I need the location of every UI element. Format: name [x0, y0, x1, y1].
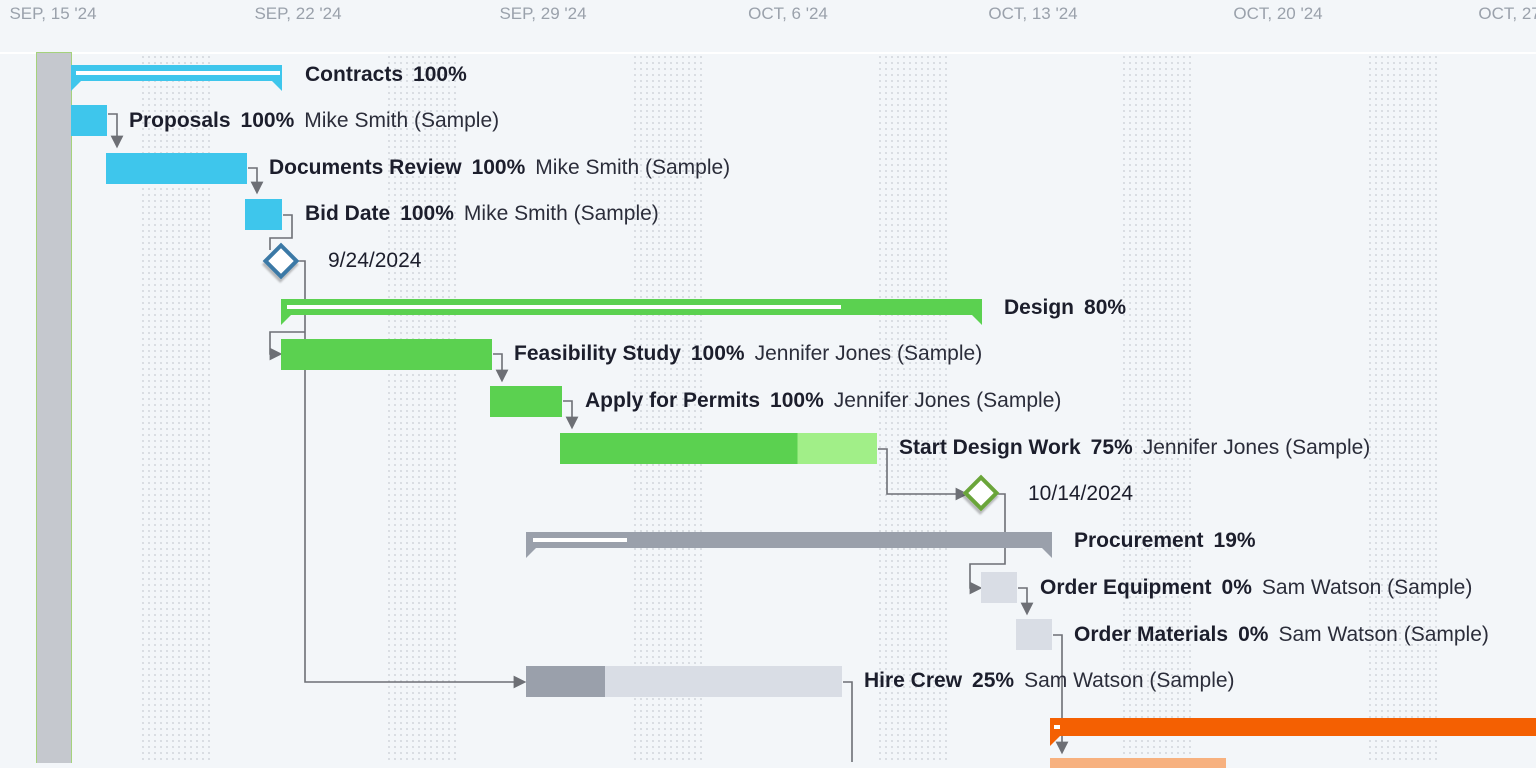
task-bar-order-materials[interactable]	[1016, 619, 1052, 650]
task-name: 10/14/2024	[1028, 482, 1134, 505]
task-assignee: Sam Watson (Sample)	[1261, 576, 1473, 599]
task-label: Hire Crew 25% Sam Watson (Sample)	[864, 669, 1235, 693]
task-label: Procurement 19%	[1074, 529, 1256, 553]
task-label: Design 80%	[1004, 296, 1126, 320]
task-percent: 25%	[972, 669, 1015, 692]
weekend-column	[386, 54, 458, 762]
task-assignee: Mike Smith (Sample)	[463, 202, 659, 225]
task-name: Bid Date	[305, 202, 391, 225]
task-percent: 0%	[1221, 576, 1252, 599]
weekend-column	[1367, 54, 1439, 762]
timeline-header: SEP, 15 '24 SEP, 22 '24 SEP, 29 '24 OCT,…	[0, 0, 1536, 54]
task-percent: 100%	[471, 156, 526, 179]
timeline-tick: OCT, 27 '24	[1478, 4, 1536, 23]
task-bar-proposals[interactable]	[71, 105, 107, 136]
milestone-date-label: 9/24/2024	[328, 249, 421, 273]
task-bar-order-equipment[interactable]	[981, 572, 1017, 603]
weekend-column	[877, 54, 949, 762]
task-bar-start-design-work[interactable]	[560, 433, 877, 464]
task-percent: 100%	[413, 63, 467, 86]
task-name: Apply for Permits	[585, 389, 761, 412]
task-name: 9/24/2024	[328, 249, 422, 272]
task-bar-hire-crew[interactable]	[526, 666, 842, 697]
timeline-tick: OCT, 20 '24	[1233, 4, 1323, 23]
summary-bar-contracts[interactable]	[71, 65, 282, 91]
task-name: Start Design Work	[899, 436, 1081, 459]
task-bar-construction[interactable]	[1050, 758, 1226, 768]
task-percent: 19%	[1213, 529, 1256, 552]
task-percent: 80%	[1084, 296, 1127, 319]
task-label: Contracts 100%	[305, 63, 467, 87]
task-label: Apply for Permits 100% Jennifer Jones (Sam…	[585, 389, 1061, 413]
weekend-column	[632, 54, 704, 762]
task-assignee: Sam Watson (Sample)	[1024, 669, 1235, 692]
task-assignee: Jennifer Jones (Sample)	[1142, 436, 1371, 459]
timeline-tick: SEP, 22 '24	[254, 4, 342, 23]
task-label: Documents Review 100% Mike Smith (Sample)	[269, 156, 730, 180]
task-percent: 100%	[690, 342, 745, 365]
timeline-tick: SEP, 15 '24	[9, 4, 97, 23]
summary-progress-line	[533, 538, 627, 542]
task-label: Bid Date 100% Mike Smith (Sample)	[305, 202, 659, 226]
task-name: Proposals	[129, 109, 231, 132]
task-percent: 100%	[400, 202, 454, 225]
task-label: Order Equipment 0% Sam Watson (Sample)	[1040, 576, 1472, 600]
today-marker	[36, 52, 72, 763]
task-assignee: Mike Smith (Sample)	[304, 109, 500, 132]
task-name: Procurement	[1074, 529, 1204, 552]
task-name: Order Materials	[1074, 623, 1229, 646]
task-name: Contracts	[305, 63, 404, 86]
task-label: Start Design Work 75% Jennifer Jones (Samp…	[899, 436, 1370, 460]
task-assignee: Sam Watson (Sample)	[1278, 623, 1489, 646]
task-label: Feasibility Study 100% Jennifer Jones (Sam…	[514, 342, 982, 366]
timeline-tick: OCT, 13 '24	[988, 4, 1078, 23]
task-bar-documents-review[interactable]	[106, 153, 247, 184]
timeline-tick: OCT, 6 '24	[748, 4, 828, 23]
task-name: Hire Crew	[864, 669, 963, 692]
summary-progress-line	[76, 71, 280, 75]
task-name: Documents Review	[269, 156, 462, 179]
task-assignee: Mike Smith (Sample)	[535, 156, 731, 179]
task-name: Feasibility Study	[514, 342, 681, 365]
task-percent: 75%	[1090, 436, 1133, 459]
task-name: Order Equipment	[1040, 576, 1212, 599]
task-bar-feasibility-study[interactable]	[281, 339, 492, 370]
task-percent: 100%	[240, 109, 295, 132]
summary-bar-construction[interactable]	[1050, 718, 1536, 746]
task-percent: 0%	[1238, 623, 1269, 646]
task-percent: 100%	[770, 389, 824, 412]
task-name: Design	[1004, 296, 1075, 319]
task-bar-bid-date[interactable]	[245, 199, 282, 230]
task-assignee: Jennifer Jones (Sample)	[833, 389, 1062, 412]
task-label: Proposals 100% Mike Smith (Sample)	[129, 109, 499, 133]
summary-bar-design[interactable]	[281, 299, 982, 325]
task-bar-apply-for-permits[interactable]	[490, 386, 562, 417]
weekend-column	[1121, 54, 1193, 762]
task-assignee: Jennifer Jones (Sample)	[754, 342, 983, 365]
summary-progress-line	[287, 305, 841, 309]
timeline-tick: SEP, 29 '24	[499, 4, 587, 23]
milestone-date-label: 10/14/2024	[1028, 482, 1133, 506]
task-label: Order Materials 0% Sam Watson (Sample)	[1074, 623, 1489, 647]
summary-bar-procurement[interactable]	[526, 532, 1052, 558]
